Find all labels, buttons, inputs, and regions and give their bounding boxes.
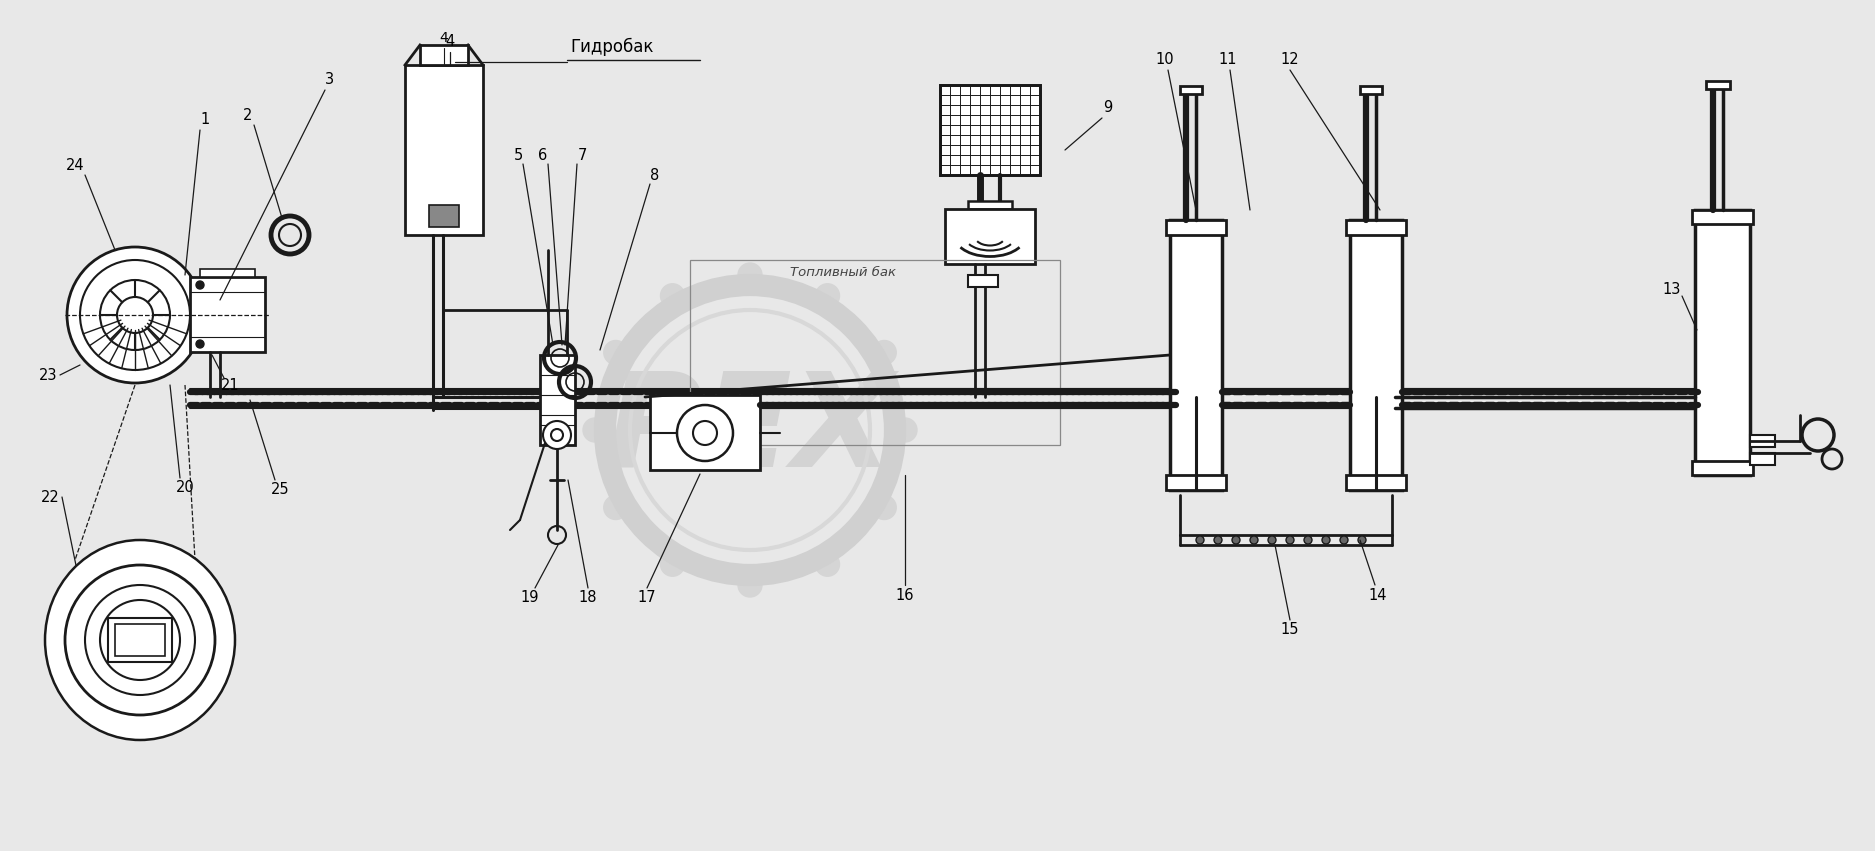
Bar bbox=[1691, 461, 1753, 475]
Bar bbox=[540, 355, 576, 445]
Text: 23: 23 bbox=[39, 368, 58, 382]
Text: 4: 4 bbox=[446, 35, 454, 49]
Circle shape bbox=[604, 495, 628, 519]
Circle shape bbox=[116, 297, 154, 333]
Text: РЕХ: РЕХ bbox=[606, 367, 894, 494]
Circle shape bbox=[1303, 536, 1312, 544]
Bar bbox=[1695, 210, 1749, 475]
Circle shape bbox=[81, 260, 189, 370]
Circle shape bbox=[739, 263, 761, 287]
Circle shape bbox=[660, 552, 684, 576]
Text: 10: 10 bbox=[1155, 53, 1174, 67]
Circle shape bbox=[99, 280, 171, 350]
Text: 5: 5 bbox=[514, 147, 523, 163]
Text: 14: 14 bbox=[1369, 587, 1388, 603]
Circle shape bbox=[197, 281, 204, 289]
Circle shape bbox=[816, 552, 840, 576]
Text: 4: 4 bbox=[439, 31, 448, 45]
Circle shape bbox=[1251, 536, 1258, 544]
Circle shape bbox=[604, 340, 628, 364]
Circle shape bbox=[677, 405, 733, 461]
Text: 24: 24 bbox=[66, 157, 84, 173]
Circle shape bbox=[1268, 536, 1277, 544]
Circle shape bbox=[872, 340, 896, 364]
Circle shape bbox=[660, 283, 684, 308]
Text: 22: 22 bbox=[41, 490, 60, 505]
Bar bbox=[939, 85, 1041, 175]
Bar bbox=[1346, 475, 1406, 490]
Bar bbox=[1706, 81, 1731, 89]
Text: 1: 1 bbox=[201, 112, 210, 128]
Text: 19: 19 bbox=[521, 591, 540, 606]
Circle shape bbox=[84, 585, 195, 695]
Circle shape bbox=[1322, 536, 1329, 544]
Text: 7: 7 bbox=[578, 147, 587, 163]
Bar bbox=[1179, 86, 1202, 94]
Bar bbox=[939, 85, 1041, 175]
Circle shape bbox=[544, 421, 572, 449]
Text: 12: 12 bbox=[1281, 53, 1299, 67]
Text: 3: 3 bbox=[326, 72, 334, 88]
Bar bbox=[189, 277, 264, 352]
Text: 18: 18 bbox=[579, 591, 598, 606]
Text: 6: 6 bbox=[538, 147, 548, 163]
Bar bbox=[945, 209, 1035, 264]
Text: 15: 15 bbox=[1281, 622, 1299, 637]
Text: 16: 16 bbox=[896, 587, 915, 603]
Bar bbox=[201, 269, 255, 277]
Bar bbox=[651, 395, 759, 470]
Circle shape bbox=[816, 283, 840, 308]
Text: Гидробак: Гидробак bbox=[570, 38, 652, 56]
Bar bbox=[429, 205, 459, 227]
Circle shape bbox=[739, 573, 761, 597]
Circle shape bbox=[1213, 536, 1222, 544]
Text: 9: 9 bbox=[1102, 100, 1112, 116]
Bar bbox=[1749, 435, 1776, 447]
Bar bbox=[420, 45, 469, 65]
Circle shape bbox=[872, 495, 896, 519]
Text: 25: 25 bbox=[270, 483, 289, 498]
Text: 2: 2 bbox=[244, 107, 253, 123]
Circle shape bbox=[1196, 536, 1204, 544]
Ellipse shape bbox=[45, 540, 234, 740]
Bar bbox=[1166, 475, 1226, 490]
Bar bbox=[1346, 220, 1406, 235]
Text: 21: 21 bbox=[221, 378, 240, 392]
Bar bbox=[109, 618, 172, 662]
Circle shape bbox=[694, 421, 716, 445]
Bar bbox=[968, 275, 998, 287]
Text: 13: 13 bbox=[1663, 283, 1682, 298]
Bar bbox=[405, 65, 484, 235]
Bar bbox=[1691, 210, 1753, 224]
Bar bbox=[1350, 220, 1402, 490]
Circle shape bbox=[68, 247, 203, 383]
Bar bbox=[1749, 453, 1776, 465]
Bar bbox=[1359, 86, 1382, 94]
Circle shape bbox=[1358, 536, 1367, 544]
Circle shape bbox=[892, 418, 917, 442]
Text: 17: 17 bbox=[638, 591, 656, 606]
Circle shape bbox=[1341, 536, 1348, 544]
Bar bbox=[1170, 220, 1222, 490]
Bar bbox=[114, 624, 165, 656]
Text: Топливный бак: Топливный бак bbox=[789, 266, 896, 278]
Bar bbox=[968, 201, 1012, 209]
Circle shape bbox=[197, 340, 204, 348]
Text: 11: 11 bbox=[1219, 53, 1238, 67]
Circle shape bbox=[1232, 536, 1239, 544]
Circle shape bbox=[583, 418, 608, 442]
Text: 8: 8 bbox=[651, 168, 660, 182]
Bar bbox=[1166, 220, 1226, 235]
Circle shape bbox=[1286, 536, 1294, 544]
Bar bbox=[690, 260, 1059, 445]
Circle shape bbox=[551, 429, 562, 441]
Text: 20: 20 bbox=[176, 481, 195, 495]
